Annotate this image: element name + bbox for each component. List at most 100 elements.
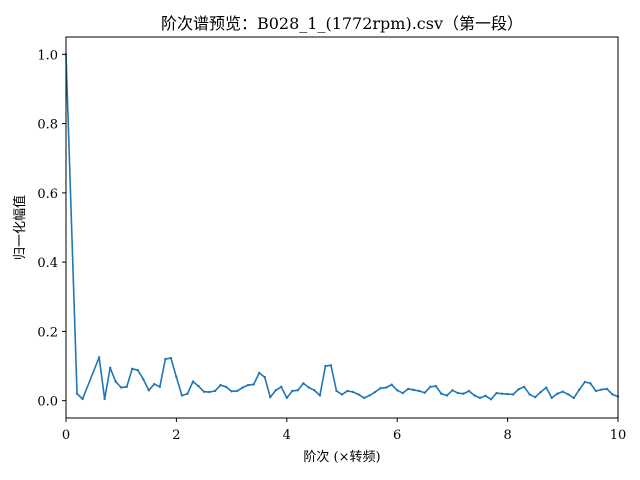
data-point [147, 389, 150, 392]
data-point [539, 390, 542, 394]
data-point [429, 385, 432, 389]
data-point [561, 390, 564, 393]
x-tick-label: 2 [172, 428, 180, 443]
data-point [384, 386, 388, 389]
data-point [241, 386, 244, 389]
data-point [81, 397, 84, 401]
data-point [611, 393, 614, 396]
x-axis: 0 2 4 6 8 10 [62, 418, 626, 443]
data-point [401, 391, 404, 395]
data-point [246, 383, 250, 387]
x-axis-label: 阶次 (×转频) [303, 449, 380, 465]
data-point [125, 385, 128, 389]
data-point [213, 389, 217, 393]
data-point [329, 364, 333, 367]
data-point [534, 396, 537, 399]
data-point [307, 386, 311, 389]
plot-area [64, 36, 620, 419]
data-point [594, 389, 598, 393]
y-tick-label: 0.0 [37, 395, 58, 410]
data-point [605, 387, 609, 391]
data-points [64, 53, 620, 401]
data-point [373, 390, 377, 394]
x-tick-label: 10 [610, 428, 627, 443]
data-point [291, 389, 294, 393]
data-point [97, 356, 101, 359]
data-point [545, 386, 548, 389]
data-point [445, 394, 449, 397]
data-point [550, 396, 553, 400]
data-point [197, 384, 200, 388]
data-point [269, 396, 272, 399]
data-point [462, 392, 465, 395]
data-point [572, 396, 576, 400]
data-point [589, 382, 592, 385]
data-point [456, 391, 460, 395]
data-point [556, 392, 559, 395]
data-point [407, 387, 410, 391]
x-tick-label: 6 [393, 428, 401, 443]
data-point [302, 382, 305, 385]
data-point [136, 369, 139, 372]
y-axis: 0.0 0.2 0.4 0.6 0.8 1.0 [37, 48, 66, 410]
data-point [357, 393, 360, 396]
data-point [495, 391, 498, 395]
data-point [418, 389, 421, 393]
data-point [164, 357, 167, 361]
y-tick-label: 0.6 [37, 187, 58, 202]
data-point [583, 380, 587, 384]
data-point [368, 394, 371, 397]
data-point [434, 384, 438, 388]
x-tick-label: 0 [62, 428, 70, 443]
data-point [318, 394, 322, 397]
series-line [65, 53, 619, 401]
data-point [423, 391, 426, 394]
data-point [280, 385, 283, 389]
data-point [120, 386, 123, 389]
data-point [522, 385, 526, 389]
data-point [346, 389, 349, 393]
data-point [500, 392, 504, 395]
y-tick-label: 0.8 [37, 118, 58, 133]
data-point [600, 388, 603, 391]
data-point [396, 389, 399, 392]
data-point [169, 356, 173, 360]
data-point [578, 388, 581, 391]
data-point [335, 389, 338, 393]
data-point [274, 389, 277, 392]
data-point [506, 392, 509, 396]
data-point [252, 383, 255, 386]
data-point [180, 394, 184, 397]
data-point [313, 389, 316, 392]
data-point [467, 389, 471, 393]
data-point [75, 392, 79, 395]
x-tick-label: 4 [283, 428, 291, 443]
data-point [324, 364, 327, 368]
x-tick-label: 8 [503, 428, 511, 443]
data-point [108, 366, 112, 369]
data-point [567, 393, 570, 396]
data-point [208, 390, 211, 394]
data-point [440, 392, 443, 395]
data-point [230, 390, 233, 393]
data-point [528, 393, 531, 396]
data-point [390, 383, 393, 386]
data-point [114, 380, 117, 383]
y-tick-label: 0.2 [37, 325, 58, 340]
data-point [263, 375, 266, 379]
data-point [285, 396, 288, 400]
data-point [362, 396, 366, 400]
data-point [484, 394, 487, 398]
data-point [224, 385, 228, 389]
data-point [511, 393, 515, 396]
data-point [451, 389, 454, 392]
data-point [202, 390, 206, 393]
data-point [296, 389, 300, 392]
data-point [489, 398, 493, 401]
data-point [478, 396, 482, 400]
data-point [219, 383, 222, 387]
data-point [235, 389, 239, 393]
y-axis-label: 归一化幅值 [12, 195, 28, 260]
